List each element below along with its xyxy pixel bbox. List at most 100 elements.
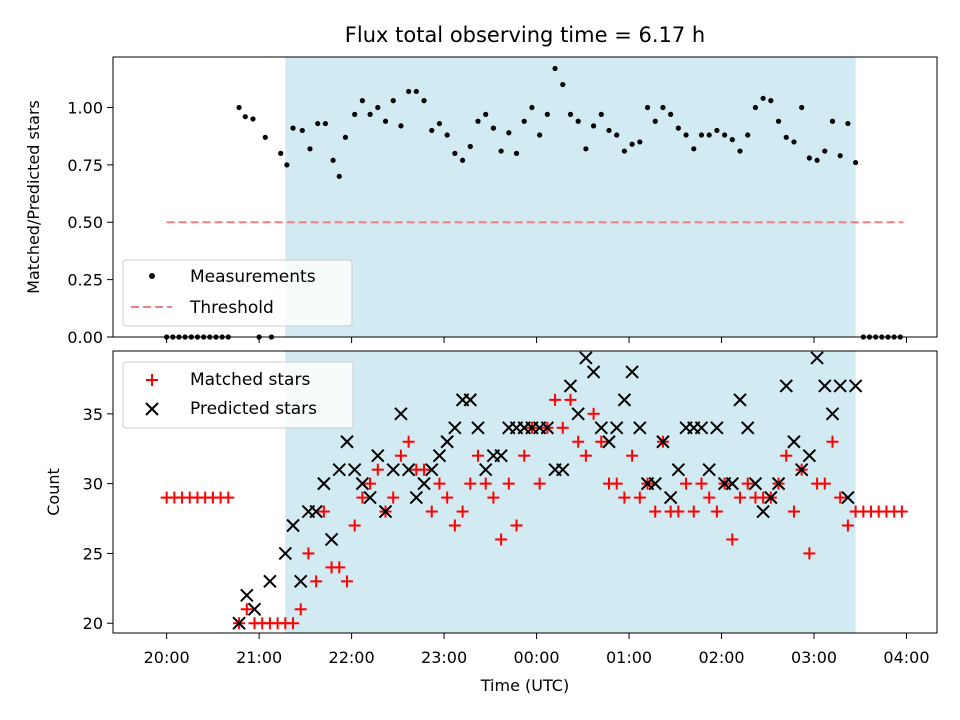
measurement-point (683, 132, 689, 138)
measurement-point (575, 118, 581, 124)
predicted-star-point (448, 421, 462, 435)
predicted-star-point (332, 462, 346, 477)
matched-star-point (626, 449, 639, 462)
measurement-point (390, 98, 396, 104)
measurement-point (398, 123, 404, 129)
matched-star-point (356, 491, 369, 504)
predicted-star-point (764, 490, 778, 505)
measurement-point (806, 155, 812, 161)
matched-star-point (240, 603, 253, 616)
panel-bottom: 20 25 30 35 20:00 21:00 22:00 23:00 00:00 01:00 02… (44, 350, 938, 695)
measurement-point (691, 146, 697, 152)
measurement-point (284, 162, 290, 168)
legend-label-measurements: Measurements (190, 267, 316, 287)
predicted-star-point (425, 462, 439, 477)
predicted-star-point (324, 532, 339, 547)
predicted-star-point (401, 462, 416, 477)
y-tick-label-bottom: 20 (83, 614, 103, 633)
predicted-star-point (733, 393, 747, 407)
predicted-star-point (478, 462, 493, 477)
measurement-point (668, 111, 674, 117)
measurement-point (513, 150, 520, 156)
matched-star-point (787, 505, 800, 518)
matched-star-point (726, 533, 739, 546)
measurement-point (706, 132, 712, 138)
predicted-star-point (648, 476, 662, 491)
predicted-star-point (802, 448, 817, 463)
legend-swatch-predicted (145, 402, 159, 416)
y-tick-label-bottom: 25 (83, 544, 103, 563)
x-tick-label: 02:00 (698, 648, 744, 667)
plot-frame-top (112, 56, 938, 338)
y-axis-label-bottom: Count (44, 468, 63, 516)
predicted-star-point (417, 476, 431, 491)
predicted-star-point (440, 435, 454, 449)
matched-star-point (633, 491, 646, 504)
predicted-star-point (371, 448, 385, 463)
measurement-point (544, 111, 550, 117)
matched-star-point (479, 477, 492, 490)
measurement-point (552, 65, 558, 72)
series-layer-top (164, 65, 904, 340)
measurement-point (853, 159, 859, 166)
measurement-point (236, 104, 242, 111)
measurement-point (621, 148, 628, 154)
measurement-point (583, 146, 589, 152)
measurement-point (406, 88, 412, 95)
measurement-point (698, 132, 705, 138)
measurement-point (644, 104, 651, 111)
predicted-star-point (240, 588, 254, 603)
matched-star-point (556, 421, 569, 434)
predicted-star-point (610, 421, 624, 435)
matched-star-point (803, 547, 816, 560)
matched-star-point (433, 477, 446, 490)
matched-star-point (448, 519, 461, 532)
matched-star-point (834, 491, 847, 504)
x-tick-label: 04:00 (883, 648, 929, 667)
measurement-point (560, 81, 566, 88)
predicted-star-point (825, 407, 840, 421)
measurement-point (429, 127, 435, 134)
predicted-star-point (694, 421, 709, 435)
measurement-point (791, 139, 797, 145)
predicted-star-point (725, 476, 740, 491)
measurement-point (490, 125, 497, 131)
matched-star-point (456, 505, 469, 518)
measurement-point (822, 148, 828, 154)
y-tick-label-top: 0.50 (67, 213, 103, 232)
matched-star-point (464, 477, 477, 490)
measurement-point (675, 125, 681, 131)
y-tick-label-bottom: 35 (83, 405, 103, 424)
predicted-star-point (340, 435, 354, 449)
predicted-star-point (663, 490, 678, 505)
measurement-point (799, 104, 805, 111)
matched-star-point (533, 477, 546, 490)
matched-star-point (564, 393, 577, 406)
predicted-star-point (347, 462, 362, 477)
matched-star-point (222, 491, 235, 504)
matched-star-point (734, 491, 747, 504)
measurement-point (307, 146, 313, 152)
legend-top: Measurements Threshold (122, 259, 353, 327)
predicted-star-point (309, 504, 323, 519)
matched-star-point (649, 505, 662, 518)
matched-star-point (703, 491, 716, 504)
predicted-star-point (247, 602, 262, 616)
predicted-star-point (355, 476, 370, 491)
matched-star-point (510, 519, 523, 532)
measurement-point (537, 132, 543, 138)
measurement-point (342, 134, 349, 140)
predicted-star-point (671, 462, 686, 477)
measurement-point (359, 98, 365, 104)
predicted-star-point (463, 393, 477, 407)
axis-ticks-bottom: 20 25 30 35 20:00 21:00 22:00 23:00 00:00 01:00 02… (83, 405, 930, 667)
measurement-point (506, 130, 512, 136)
matched-star-point (587, 407, 600, 420)
measurement-point (760, 95, 766, 101)
measurement-point (278, 150, 284, 156)
matched-star-point (579, 449, 592, 462)
matched-star-point (895, 505, 908, 518)
measurement-point (336, 173, 342, 179)
measurement-point (714, 127, 720, 134)
matched-star-point (310, 575, 323, 588)
